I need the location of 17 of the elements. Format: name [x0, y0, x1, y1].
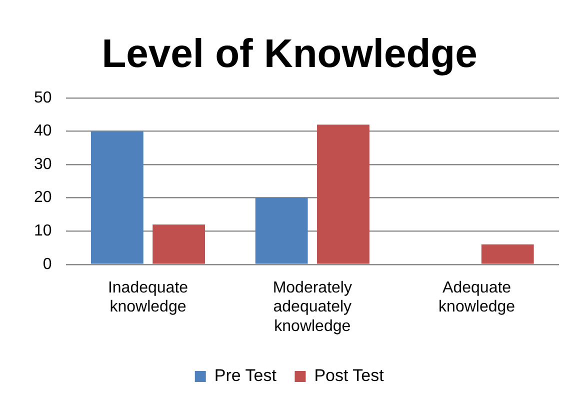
legend-label: Pre Test: [214, 366, 277, 386]
y-tick-label: 10: [34, 222, 52, 240]
legend-label: Post Test: [314, 366, 384, 386]
chart-title: Level of Knowledge: [102, 32, 478, 76]
bar: [90, 131, 144, 264]
bar: [255, 198, 308, 264]
y-tick-label: 0: [42, 256, 52, 273]
y-tick-label: 20: [34, 189, 52, 206]
y-tick-label: 40: [34, 122, 52, 140]
x-tick-label: Adequate knowledge: [438, 279, 516, 316]
bar: [481, 244, 534, 264]
x-tick-label: Moderately adequately knowledge: [272, 279, 352, 335]
y-tick-label: 50: [34, 89, 52, 106]
x-tick-label: Inadequate knowledge: [108, 279, 188, 316]
bar: [317, 124, 370, 264]
bar: [152, 224, 206, 264]
y-tick-label: 30: [34, 156, 52, 173]
